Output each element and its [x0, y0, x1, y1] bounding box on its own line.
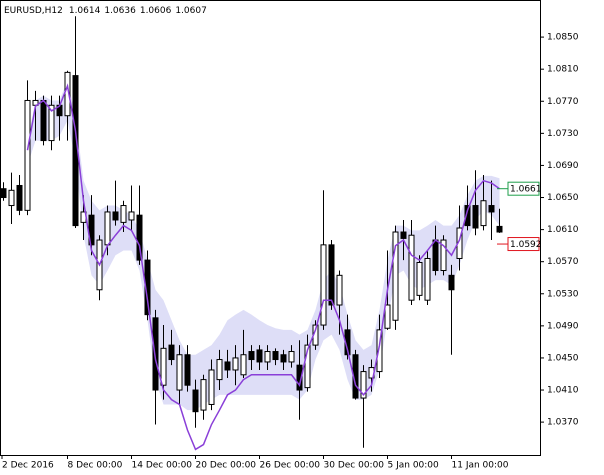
indicator-line: [26, 83, 500, 451]
candle-body: [136, 214, 143, 261]
x-tick-label: 26 Dec 00:00: [260, 461, 321, 471]
candle-body: [336, 274, 343, 306]
candle-body: [16, 184, 23, 211]
candle-body: [464, 205, 471, 227]
candle-body: [256, 349, 263, 363]
y-tick-label: 1.0770: [547, 97, 579, 107]
candle-body: [240, 354, 247, 376]
candle-body: [88, 214, 95, 246]
price-marker-box: [507, 237, 540, 252]
last-high: 1.0636: [104, 6, 136, 16]
candle-body: [496, 225, 503, 233]
candle-body: [448, 274, 455, 291]
candle-body: [120, 205, 127, 223]
candle-body: [112, 211, 119, 221]
candle-body: [216, 359, 223, 381]
candle-body: [488, 205, 495, 213]
y-tick-label: 1.0530: [547, 289, 579, 299]
y-tick-label: 1.0490: [547, 321, 579, 331]
candle-body: [184, 354, 191, 386]
y-tick-label: 1.0610: [547, 225, 579, 235]
candle-body: [296, 364, 303, 391]
candle-body: [392, 231, 399, 321]
candle-body: [272, 351, 279, 361]
candle-body: [288, 351, 295, 363]
x-tick-label: 5 Jan 00:00: [388, 461, 440, 471]
candle-body: [408, 234, 415, 301]
y-tick-label: 1.0690: [547, 161, 579, 171]
candle-body: [0, 188, 7, 199]
candle-body: [328, 244, 335, 306]
candle-body: [160, 347, 167, 386]
candle-body: [176, 354, 183, 391]
candle-body: [280, 354, 287, 363]
candle-body: [432, 239, 439, 272]
price-marker-box: [507, 181, 540, 196]
price-marker-label: 1.0661: [510, 185, 542, 195]
last-low: 1.0606: [140, 6, 172, 16]
y-tick-label: 1.0410: [547, 386, 579, 396]
x-tick-label: 11 Jan 00:00: [452, 461, 509, 471]
symbol: EURUSD,H12: [4, 6, 63, 16]
candle-body: [360, 371, 367, 399]
x-tick-label: 8 Dec 00:00: [68, 461, 123, 471]
candle-body: [192, 389, 199, 413]
last-open: 1.0614: [69, 6, 101, 16]
candle-body: [480, 200, 487, 227]
x-tick-label: 2 Dec 2016: [2, 461, 54, 471]
candle-body: [104, 211, 111, 246]
candle-body: [416, 261, 423, 296]
candle-body: [8, 189, 15, 207]
candle-body: [320, 244, 327, 326]
candle-body: [48, 104, 55, 142]
candle-body: [168, 344, 175, 361]
y-tick-label: 1.0850: [547, 33, 579, 43]
y-tick-label: 1.0810: [547, 65, 579, 75]
candle-body: [376, 329, 383, 373]
candle-body: [304, 344, 311, 389]
candle-body: [128, 211, 135, 221]
price-marker-label: 1.0592: [510, 240, 542, 250]
last-close: 1.0607: [175, 6, 207, 16]
candle-body: [224, 361, 231, 371]
candle-body: [248, 351, 255, 361]
candle-body: [424, 257, 431, 301]
x-tick-label: 30 Dec 00:00: [324, 461, 385, 471]
candle-body: [384, 304, 391, 329]
candle-body: [40, 99, 47, 142]
chart-header: EURUSD,H12 1.0614 1.0636 1.0606 1.0607: [4, 6, 207, 16]
x-tick-label: 14 Dec 00:00: [132, 461, 193, 471]
candle-body: [232, 357, 239, 371]
y-tick-label: 1.0650: [547, 193, 579, 203]
candle-body: [24, 99, 31, 211]
candle-body: [440, 239, 447, 272]
candle-body: [472, 205, 479, 229]
y-tick-label: 1.0570: [547, 257, 579, 267]
candle-body: [400, 231, 407, 239]
y-tick-label: 1.0730: [547, 129, 579, 139]
y-tick-label: 1.0450: [547, 353, 579, 363]
y-tick-label: 1.0370: [547, 418, 579, 428]
candle-body: [208, 369, 215, 405]
candle-body: [200, 379, 207, 411]
candle-body: [264, 351, 271, 363]
x-tick-label: 20 Dec 00:00: [196, 461, 257, 471]
